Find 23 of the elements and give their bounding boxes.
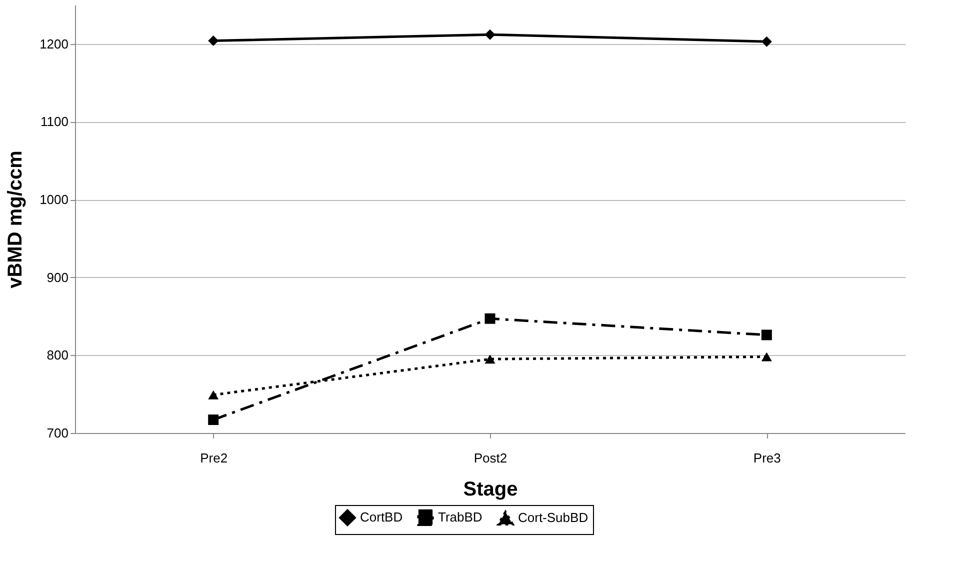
y-axis-title: vBMD mg/ccm <box>4 150 27 288</box>
x-tick-label: Post2 <box>474 450 508 466</box>
point <box>484 354 496 364</box>
legend-label: CortBD <box>360 510 403 525</box>
point <box>761 36 772 47</box>
y-tick-label: 800 <box>46 348 68 363</box>
x-axis-title: Stage <box>463 478 518 500</box>
legend-label: TrabBD <box>438 510 482 525</box>
point <box>208 414 219 426</box>
y-tick-label: 900 <box>46 270 68 285</box>
point <box>208 36 219 46</box>
y-tick-label: 700 <box>46 426 68 440</box>
point <box>761 330 772 340</box>
legend-label: Cort-SubBD <box>518 510 588 526</box>
point <box>484 313 496 324</box>
point <box>208 390 219 400</box>
y-tick-label: 1200 <box>40 36 68 52</box>
x-tick-label: Pre2 <box>200 450 228 466</box>
point <box>761 352 772 362</box>
x-tick-label: Pre3 <box>753 450 781 466</box>
y-tick-label: 1100 <box>40 114 68 130</box>
point <box>484 29 496 40</box>
y-tick-label: 1000 <box>40 192 68 208</box>
